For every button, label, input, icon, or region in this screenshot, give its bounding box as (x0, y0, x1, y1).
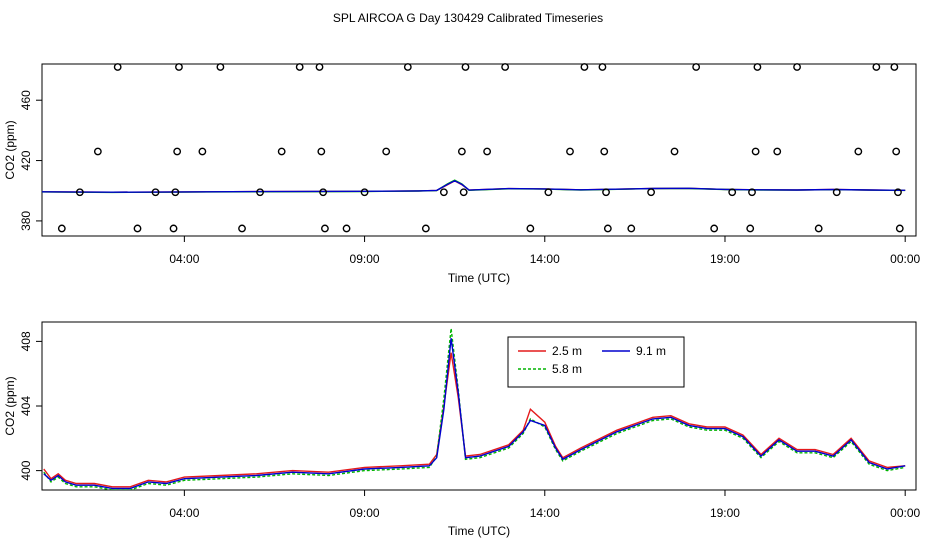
data-marker (501, 63, 510, 71)
data-marker (382, 147, 391, 156)
data-marker (421, 224, 430, 233)
x-tick-label: 09:00 (350, 506, 380, 520)
data-marker (544, 188, 553, 197)
data-marker (892, 147, 901, 156)
x-tick-label: 19:00 (710, 252, 740, 266)
data-marker (603, 224, 612, 233)
data-marker (133, 224, 142, 233)
data-marker (439, 188, 448, 197)
data-marker (895, 224, 904, 233)
data-marker (854, 147, 863, 156)
data-marker (459, 188, 468, 197)
data-marker (169, 224, 178, 233)
data-marker (216, 63, 225, 71)
data-marker (598, 63, 607, 71)
data-marker (746, 224, 755, 233)
data-marker (321, 224, 329, 233)
legend-label: 2.5 m (552, 344, 582, 358)
data-marker (483, 147, 492, 156)
x-tick-label: 00:00 (890, 252, 920, 266)
x-tick-label: 14:00 (530, 506, 560, 520)
data-marker (113, 63, 122, 71)
data-marker (566, 147, 574, 156)
x-tick-label: 09:00 (350, 252, 380, 266)
data-marker (457, 147, 466, 156)
x-tick-label: 19:00 (710, 506, 740, 520)
top-panel: 04:00 09:00 14:00 19:00 00:00 Time (UTC) 380 42… (3, 63, 921, 285)
y-axis-label: CO2 (ppm) (3, 120, 17, 179)
data-marker (890, 63, 899, 71)
data-marker (171, 188, 180, 197)
legend-box (507, 336, 685, 388)
bottom-panel: 04:00 09:00 14:00 19:00 00:00 Time (UTC) 400 40… (3, 321, 921, 538)
y-tick-label: 460 (19, 90, 33, 110)
data-marker (75, 188, 84, 197)
data-marker (319, 188, 328, 197)
data-marker (461, 63, 470, 71)
data-marker (317, 147, 326, 156)
legend-label: 9.1 m (636, 344, 666, 358)
plot-frame (41, 321, 917, 491)
x-tick-label: 00:00 (890, 506, 920, 520)
data-marker (894, 188, 902, 197)
data-marker (342, 224, 351, 233)
series-group (42, 179, 906, 194)
data-marker (315, 63, 324, 71)
data-marker (670, 147, 679, 156)
data-marker (753, 63, 762, 71)
data-marker (710, 224, 719, 233)
series-line-2-5-m (43, 352, 906, 488)
data-marker (198, 147, 207, 156)
data-marker (93, 147, 102, 156)
data-marker (602, 188, 610, 197)
x-axis-label: Time (UTC) (448, 524, 510, 538)
data-marker (295, 63, 304, 71)
series-group (43, 328, 906, 490)
data-marker (751, 147, 760, 156)
data-marker (175, 63, 183, 71)
x-axis-label: Time (UTC) (448, 271, 510, 285)
data-marker (403, 63, 412, 71)
data-marker (814, 224, 823, 233)
y-axis-label: CO2 (ppm) (3, 376, 17, 435)
legend-label: 5.8 m (552, 362, 582, 376)
data-marker (773, 147, 782, 156)
data-marker (832, 188, 841, 197)
data-marker (360, 188, 369, 197)
chart-title: SPL AIRCOA G Day 130429 Calibrated Times… (333, 11, 603, 25)
data-marker (748, 188, 756, 197)
data-marker (57, 224, 66, 233)
y-tick-label: 400 (19, 460, 33, 480)
data-marker (600, 147, 609, 156)
series-line-9-1-m (43, 338, 906, 490)
data-marker (627, 224, 636, 233)
data-marker (238, 224, 246, 233)
x-tick-label: 04:00 (169, 506, 199, 520)
series-line-9-1-m (42, 180, 906, 193)
y-tick-label: 408 (19, 331, 33, 351)
legend: 2.5 m 9.1 m 5.8 m (507, 336, 685, 388)
data-marker (580, 63, 589, 71)
y-tick-label: 380 (19, 211, 33, 231)
series-line-5-8-m (43, 328, 906, 490)
plot-frame (41, 63, 917, 237)
y-tick-label: 404 (19, 396, 33, 416)
data-marker (728, 188, 737, 197)
data-marker (793, 63, 801, 71)
data-marker (872, 63, 881, 71)
data-marker (277, 147, 286, 156)
y-tick-label: 420 (19, 150, 33, 170)
data-marker (173, 147, 182, 156)
x-tick-label: 04:00 (169, 252, 199, 266)
data-marker (647, 188, 655, 197)
x-tick-label: 14:00 (530, 252, 560, 266)
data-marker (526, 224, 535, 233)
data-marker (151, 188, 160, 197)
data-marker (256, 188, 264, 197)
data-marker (692, 63, 701, 71)
